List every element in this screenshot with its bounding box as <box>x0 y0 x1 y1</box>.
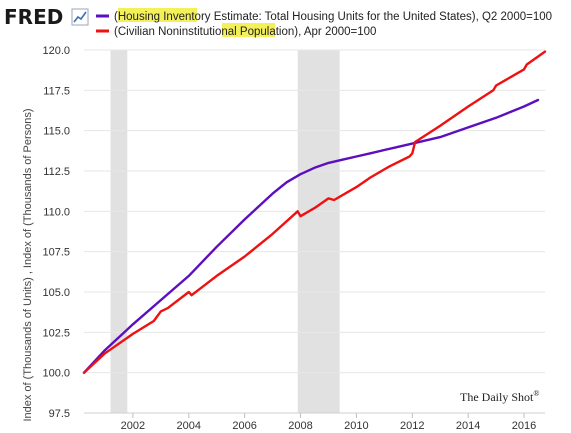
series-line-population <box>82 50 547 374</box>
legend-prefix-housing: ( <box>114 11 118 23</box>
x-tick-label: 2016 <box>512 420 536 432</box>
y-tick-label: 115.0 <box>43 126 70 138</box>
legend-item-housing[interactable]: (Housing Inventory Estimate: Total Housi… <box>96 8 552 23</box>
fred-logo[interactable]: FRED <box>4 5 89 29</box>
recession-band-1 <box>110 50 128 413</box>
legend: (Housing Inventory Estimate: Total Housi… <box>96 8 552 38</box>
credit-registered-mark: ® <box>533 389 539 398</box>
y-axis-title: Index of (Thousands of Units) , Index of… <box>22 108 34 421</box>
x-tick-label: 2008 <box>288 420 312 432</box>
credit-label: The Daily Shot® <box>460 389 539 404</box>
fred-logo-text: FRED <box>4 5 63 29</box>
x-tick-label: 2002 <box>121 420 145 432</box>
y-tick-label: 117.5 <box>43 85 70 97</box>
legend-highlight-housing <box>118 8 197 22</box>
legend-highlight-text-population: Population <box>240 26 294 38</box>
gridlines <box>84 49 545 414</box>
legend-suffix-population: ), Apr 2000=100 <box>294 26 376 38</box>
legend-item-population[interactable]: (Civilian Noninstitutional Population), … <box>96 23 376 38</box>
series-line-housing <box>82 98 540 374</box>
x-tick-label: 2012 <box>400 420 424 432</box>
legend-label-population: (Civilian Noninstitutional Population), … <box>114 26 376 38</box>
y-tick-label: 97.5 <box>49 408 70 420</box>
credit-text: The Daily Shot <box>460 390 534 404</box>
y-tick-label: 112.5 <box>43 166 70 178</box>
y-tick-label: 120.0 <box>42 45 70 57</box>
y-tick-label: 107.5 <box>42 247 70 259</box>
x-tick-label: 2010 <box>344 420 368 432</box>
legend-label-housing: (Housing Inventory Estimate: Total Housi… <box>114 11 552 23</box>
y-tick-label: 110.0 <box>43 206 70 218</box>
legend-highlight-text-housing: Housing Inventory <box>118 11 211 23</box>
y-axis-ticks: 97.5 100.0 102.5 105.0 107.5 110.0 112.5 115.0 1… <box>42 45 70 420</box>
x-tick-label: 2014 <box>456 420 480 432</box>
x-tick-label: 2006 <box>232 420 256 432</box>
y-tick-label: 105.0 <box>42 287 70 299</box>
line-chart-icon <box>71 8 89 26</box>
legend-prefix-population: (Civilian Noninstitutional <box>114 26 240 38</box>
legend-suffix-housing: Estimate: Total Housing Units for the Un… <box>211 11 552 23</box>
legend-highlight-population <box>222 23 275 37</box>
series-lines <box>82 50 547 374</box>
x-axis-ticks: 2002 2004 2006 2008 2010 2012 2014 2016 <box>121 413 536 432</box>
recession-bands <box>110 50 340 413</box>
x-tick-label: 2004 <box>177 420 201 432</box>
y-tick-label: 102.5 <box>42 327 70 339</box>
recession-band-2 <box>297 50 340 413</box>
y-tick-label: 100.0 <box>42 368 70 380</box>
